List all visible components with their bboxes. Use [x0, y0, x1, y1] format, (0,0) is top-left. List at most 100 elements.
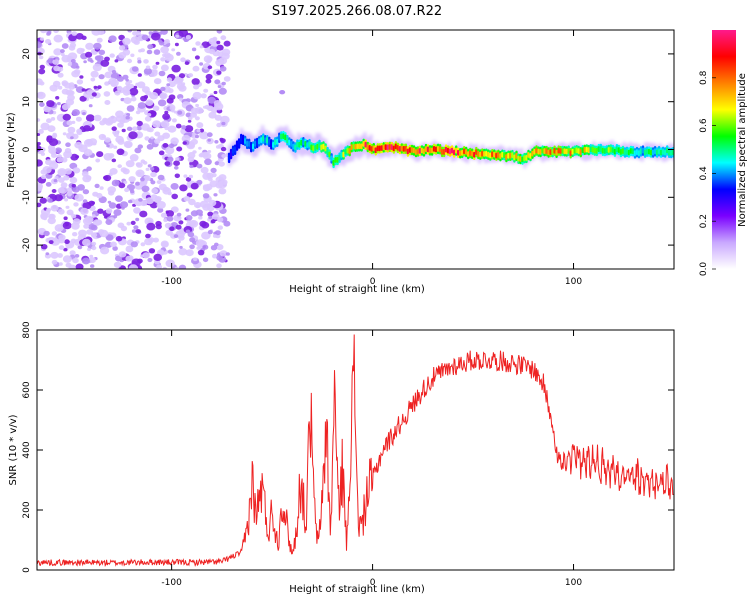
noise-blob	[41, 174, 47, 180]
noise-blob	[199, 131, 209, 140]
noise-blob	[139, 180, 147, 187]
ridge-core-cell	[555, 149, 558, 156]
noise-blob	[43, 217, 47, 221]
noise-blob	[186, 192, 193, 198]
noise-blob	[135, 162, 141, 167]
noise-blob	[185, 177, 192, 182]
ridge-core-cell	[306, 142, 309, 148]
noise-blob	[69, 42, 77, 48]
ridge-core-cell	[627, 149, 631, 156]
ridge-core-cell	[268, 139, 271, 145]
ridge-core-cell	[400, 145, 404, 152]
ridge-core-cell	[601, 147, 605, 154]
noise-blob	[148, 248, 156, 254]
ridge-core-cell	[342, 151, 345, 158]
noise-blob	[161, 241, 169, 248]
noise-blob	[116, 76, 124, 82]
noise-blob	[130, 53, 135, 58]
ridge-core-cell	[455, 147, 458, 154]
noise-blob	[164, 39, 170, 44]
ridge-core-cell	[300, 139, 303, 146]
ridge-core-cell	[619, 149, 623, 155]
noise-blob	[206, 105, 214, 112]
noise-blob	[92, 142, 97, 146]
snr-y-label: SNR (10 * v/v)	[8, 414, 19, 485]
noise-blob	[83, 223, 90, 229]
ridge-core-cell	[392, 145, 396, 152]
ridge-core-cell	[533, 148, 536, 155]
ridge-core-cell	[541, 147, 544, 154]
noise-blob	[176, 146, 183, 152]
noise-blob	[58, 186, 68, 194]
ridge-core-cell	[358, 143, 361, 150]
noise-blob	[223, 220, 231, 227]
noise-blob	[37, 91, 46, 100]
noise-blob	[153, 49, 161, 55]
ridge-core-cell	[354, 143, 357, 150]
noise-blob	[213, 100, 222, 107]
ridge-core-cell	[404, 145, 408, 152]
ridge-core-cell	[629, 148, 633, 154]
noise-blob	[178, 220, 184, 225]
ridge-core-cell	[607, 147, 611, 153]
noise-blob	[56, 157, 63, 163]
ridge-core-cell	[491, 151, 494, 158]
noise-blob	[202, 151, 209, 157]
colorbar-tick-label: 0.4	[699, 166, 709, 181]
noise-blob	[113, 132, 119, 137]
noise-blob	[208, 48, 216, 55]
noise-blob	[185, 35, 192, 40]
ridge-core-cell	[280, 133, 283, 140]
noise-blob	[205, 78, 212, 84]
ridge-core-cell	[461, 150, 464, 156]
noise-blob	[128, 176, 136, 183]
ridge-core-cell	[499, 153, 502, 159]
ridge-core-cell	[324, 145, 327, 152]
noise-blob	[51, 231, 58, 236]
ridge-core-cell	[330, 155, 333, 162]
ridge-core-cell	[509, 152, 512, 159]
noise-blob	[212, 234, 218, 238]
ridge-core-cell	[328, 151, 331, 158]
noise-blob	[160, 120, 170, 128]
snr-x-label: Height of straight line (km)	[289, 584, 425, 595]
noise-blob	[125, 245, 134, 253]
noise-blob	[62, 221, 72, 230]
noise-blob	[90, 232, 98, 238]
noise-blob	[57, 253, 63, 258]
x-tick-label: 0	[370, 578, 376, 588]
noise-blob	[168, 143, 175, 149]
noise-blob	[104, 71, 113, 79]
ridge-core-cell	[258, 138, 261, 145]
noise-blob	[150, 171, 157, 178]
noise-blob	[184, 125, 194, 133]
snr-series-line	[37, 334, 674, 567]
noise-blob	[128, 199, 133, 204]
y-tick-label: 600	[22, 381, 32, 398]
snr-x-ticks: -100 0 100	[161, 330, 582, 588]
noise-blob	[71, 222, 80, 230]
noise-blob	[47, 217, 56, 225]
ridge-core-cell	[336, 157, 339, 163]
noise-blob	[179, 97, 183, 101]
noise-blob	[197, 244, 203, 249]
ridge-core-cell	[463, 148, 466, 155]
noise-blob	[58, 245, 65, 250]
noise-blob	[176, 212, 182, 217]
noise-blob	[130, 241, 138, 248]
noise-blob	[146, 222, 156, 231]
noise-blob	[160, 212, 167, 218]
noise-blob	[107, 200, 112, 204]
ridge-core-cell	[561, 148, 564, 154]
noise-blob	[57, 102, 61, 106]
noise-blob	[175, 34, 180, 38]
noise-blob	[53, 48, 62, 56]
noise-blob	[191, 47, 197, 52]
noise-blob	[47, 125, 56, 132]
noise-blob	[111, 126, 117, 131]
ridge-core-cell	[505, 154, 508, 160]
noise-blob	[173, 234, 179, 239]
ridge-core-cell	[438, 146, 442, 153]
noise-blob	[145, 233, 151, 239]
